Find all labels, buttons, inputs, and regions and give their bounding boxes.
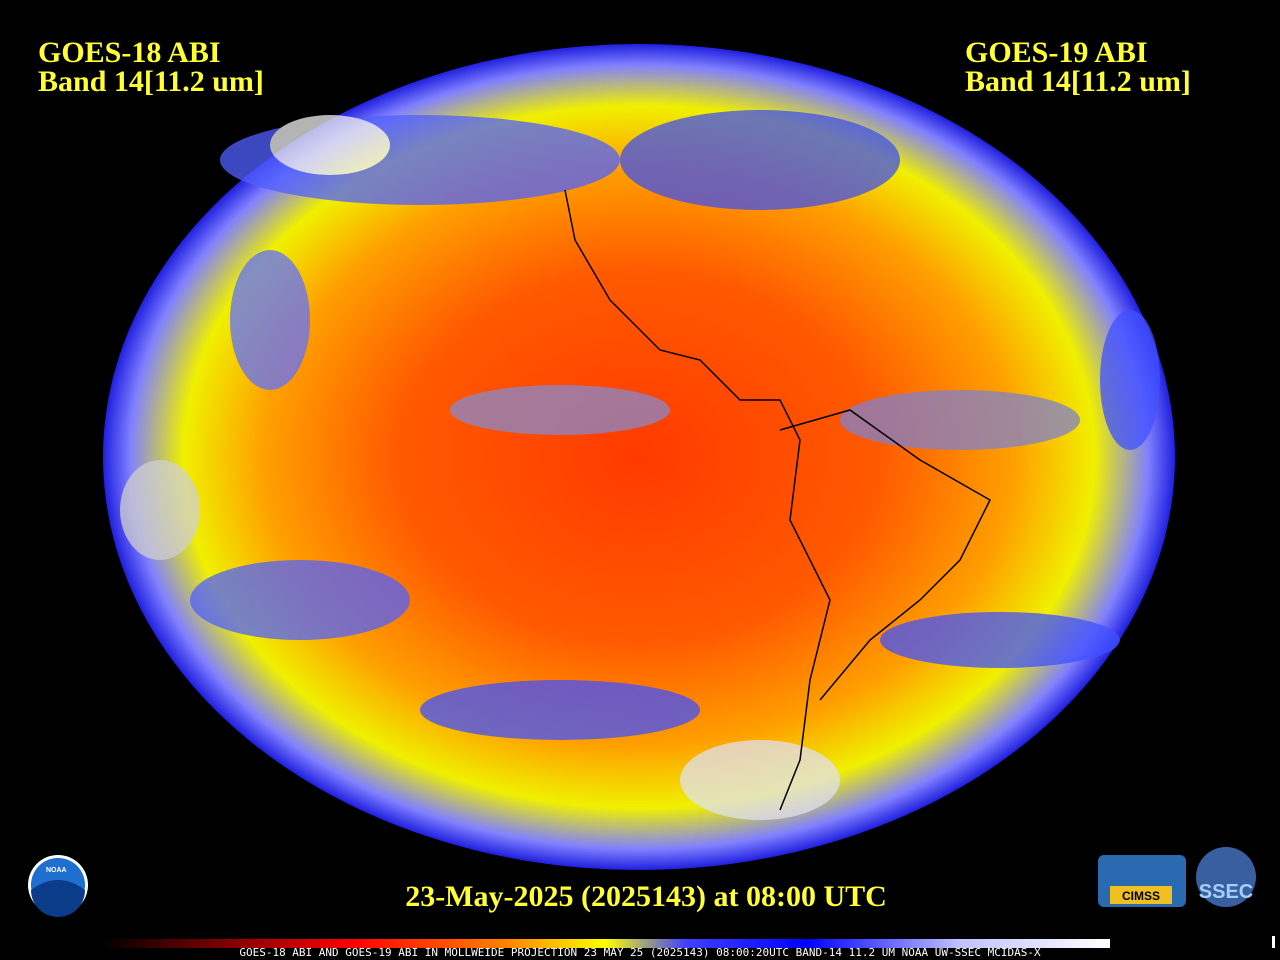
cloud-bands bbox=[120, 110, 1160, 820]
coastline bbox=[779, 409, 991, 701]
right-band: Band 14[11.2 um] bbox=[965, 65, 1191, 98]
left-satellite: GOES-18 ABI bbox=[38, 36, 221, 69]
cimss-text: CIMSS bbox=[1122, 889, 1160, 903]
noaa-logo: NOAA bbox=[28, 855, 88, 917]
caption: GOES-18 ABI AND GOES-19 ABI IN MOLLWEIDE… bbox=[239, 946, 1041, 959]
coastline bbox=[564, 189, 831, 811]
ssec-text: SSEC bbox=[1199, 881, 1253, 903]
date-label: 23-May-2025 (2025143) at 08:00 UTC bbox=[405, 880, 887, 913]
ssec-logo: SSEC bbox=[1196, 847, 1256, 907]
earth-disk bbox=[103, 44, 1175, 870]
corner-mark bbox=[1272, 936, 1275, 948]
cimss-logo: CIMSS bbox=[1098, 855, 1186, 907]
left-band: Band 14[11.2 um] bbox=[38, 65, 264, 98]
color-bar bbox=[100, 939, 1110, 948]
right-satellite: GOES-19 ABI bbox=[965, 36, 1148, 69]
noaa-text: NOAA bbox=[46, 867, 67, 874]
